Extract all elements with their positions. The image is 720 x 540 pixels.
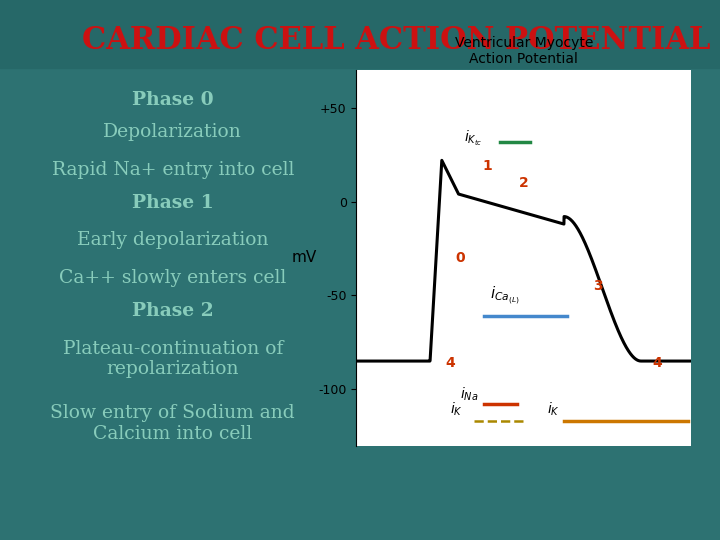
Text: Ca++ slowly enters cell: Ca++ slowly enters cell <box>59 269 287 287</box>
Text: Rapid Na+ entry into cell: Rapid Na+ entry into cell <box>52 161 294 179</box>
Text: 1: 1 <box>482 159 492 173</box>
Text: Slow entry of Sodium and
Calcium into cell: Slow entry of Sodium and Calcium into ce… <box>50 404 295 443</box>
Text: Depolarization: Depolarization <box>104 123 242 141</box>
Text: Phase 1: Phase 1 <box>132 193 214 212</box>
Text: Plateau-continuation of
repolarization: Plateau-continuation of repolarization <box>63 340 283 379</box>
Text: Phase 0: Phase 0 <box>132 91 214 109</box>
Title: Ventricular Myocyte
Action Potential: Ventricular Myocyte Action Potential <box>454 36 593 66</box>
Bar <box>0 0 720 68</box>
Text: 0: 0 <box>455 251 465 265</box>
Y-axis label: mV: mV <box>292 251 317 265</box>
Text: $i_{K_{tc}}$: $i_{K_{tc}}$ <box>464 129 482 147</box>
Text: 4: 4 <box>653 356 662 370</box>
Text: CARDIAC CELL ACTION POTENTIAL: CARDIAC CELL ACTION POTENTIAL <box>82 25 710 56</box>
Text: Early depolarization: Early depolarization <box>77 231 269 249</box>
Text: $i_{K}$: $i_{K}$ <box>547 401 560 418</box>
Text: 3: 3 <box>593 279 602 293</box>
Text: 2: 2 <box>519 176 528 190</box>
Text: $i_{Na}$: $i_{Na}$ <box>460 386 479 403</box>
Text: $i_{K}$: $i_{K}$ <box>450 401 463 418</box>
Text: 4: 4 <box>445 356 455 370</box>
Text: $i_{Ca_{(L)}}$: $i_{Ca_{(L)}}$ <box>490 285 520 307</box>
Text: Phase 2: Phase 2 <box>132 301 214 320</box>
